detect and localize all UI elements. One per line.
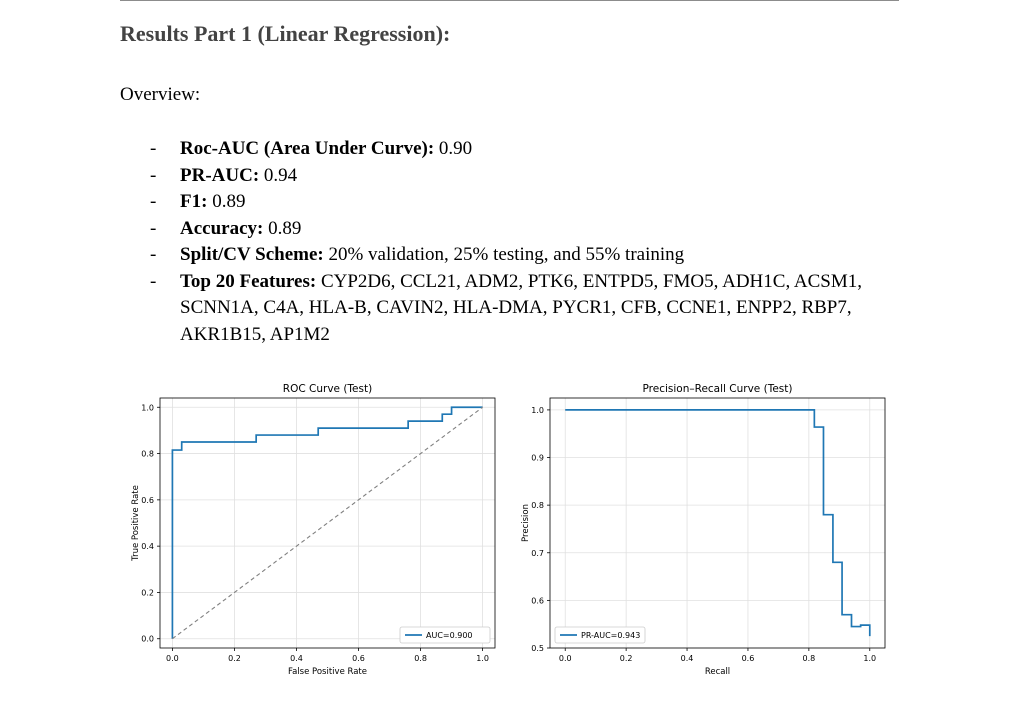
y-tick-label: 0.2 — [141, 588, 154, 597]
y-tick-label: 0.8 — [141, 450, 154, 459]
chance-diagonal-line — [172, 406, 483, 640]
x-tick-label: 0.2 — [228, 654, 241, 663]
plot-frame — [159, 397, 496, 649]
legend-box — [554, 626, 646, 644]
metric-label: F1: — [180, 191, 208, 212]
plot-frame — [549, 397, 886, 649]
legend-label: AUC=0.900 — [426, 631, 473, 640]
x-tick-label: 0.8 — [414, 654, 427, 663]
metric-label: PR-AUC: — [180, 164, 260, 186]
y-axis-label: True Positive Rate — [131, 485, 141, 562]
overview-heading: Overview: — [120, 84, 201, 105]
top-rule — [120, 0, 899, 1]
metric-value: 0.89 — [263, 217, 302, 239]
y-axis-label: Precision — [521, 504, 531, 542]
metric-value: 0.94 — [259, 164, 298, 186]
y-tick-label: 0.8 — [531, 501, 544, 510]
roc-curve-chart: 0.0 0.2 0.4 0.6 0.8 1.0 0.0 0.2 0.4 0.6 0.8 1.0 ROC … — [131, 383, 496, 677]
x-axis-label: False Positive Rate — [288, 667, 367, 677]
legend-box — [399, 626, 491, 644]
y-tick-label: 0.4 — [141, 542, 154, 551]
x-tick-label: 1.0 — [476, 654, 489, 663]
y-tick-label: 0.5 — [531, 644, 544, 653]
metric-pr-auc: - PR-AUC: 0.94 — [150, 163, 870, 190]
metric-value: 0.89 — [207, 191, 246, 212]
metric-value: 0.90 — [434, 138, 473, 159]
x-tick-label: 0.4 — [290, 654, 303, 663]
bullet-dash: - — [150, 138, 157, 159]
x-tick-label: 0.4 — [681, 654, 694, 663]
bullet-dash: - — [150, 217, 157, 239]
x-tick-label: 0.6 — [352, 654, 365, 663]
x-tick-label: 0.6 — [742, 654, 755, 663]
metric-label: Split/CV Scheme: — [180, 244, 324, 265]
y-tick-label: 0.0 — [141, 635, 154, 644]
pr-curve-chart: 0.0 0.2 0.4 0.6 0.8 1.0 0.5 0.6 0.7 0.8 0.9 1.0 Prec… — [521, 383, 886, 677]
series-line — [171, 406, 483, 639]
x-tick-label: 0.0 — [166, 654, 179, 663]
metric-value: CYP2D6, CCL21, ADM2, PTK6, ENTPD5, FMO5,… — [180, 270, 863, 345]
x-tick-label: 1.0 — [863, 654, 876, 663]
metric-value: 20% validation, 25% testing, and 55% tra… — [323, 244, 685, 265]
y-tick-label: 1.0 — [141, 403, 154, 412]
metric-f1: - F1: 0.89 — [150, 189, 870, 216]
results-title: Results Part 1 (Linear Regression): — [120, 21, 451, 46]
chart-title: ROC Curve (Test) — [283, 383, 372, 395]
y-tick-label: 1.0 — [531, 406, 544, 415]
chart-title: Precision–Recall Curve (Test) — [643, 383, 793, 395]
x-tick-label: 0.0 — [559, 654, 572, 663]
bullet-dash: - — [150, 244, 157, 265]
metric-split-scheme: - Split/CV Scheme: 20% validation, 25% te… — [150, 242, 870, 269]
x-axis-label: Recall — [705, 667, 730, 677]
y-tick-label: 0.6 — [141, 496, 154, 505]
metric-label: Top 20 Features: — [180, 270, 317, 292]
y-tick-label: 0.6 — [531, 596, 544, 605]
bullet-dash: - — [150, 270, 157, 292]
metric-label: Accuracy: — [180, 217, 264, 239]
y-tick-label: 0.9 — [531, 454, 544, 463]
series-line — [565, 409, 871, 637]
y-tick-label: 0.7 — [531, 549, 544, 558]
bullet-dash: - — [150, 164, 157, 186]
metric-top-features: - Top 20 Features: CYP2D6, CCL21, ADM2, P… — [150, 269, 870, 349]
bullet-dash: - — [150, 191, 157, 212]
metric-roc-auc: - Roc-AUC (Area Under Curve): 0.90 — [150, 136, 870, 163]
x-tick-label: 0.2 — [620, 654, 633, 663]
metrics-list: - Roc-AUC (Area Under Curve): 0.90 - PR-AU… — [150, 136, 870, 348]
x-tick-label: 0.8 — [802, 654, 815, 663]
metric-label: Roc-AUC (Area Under Curve): — [180, 138, 435, 159]
metric-accuracy: - Accuracy: 0.89 — [150, 216, 870, 243]
legend-label: PR-AUC=0.943 — [581, 631, 640, 640]
